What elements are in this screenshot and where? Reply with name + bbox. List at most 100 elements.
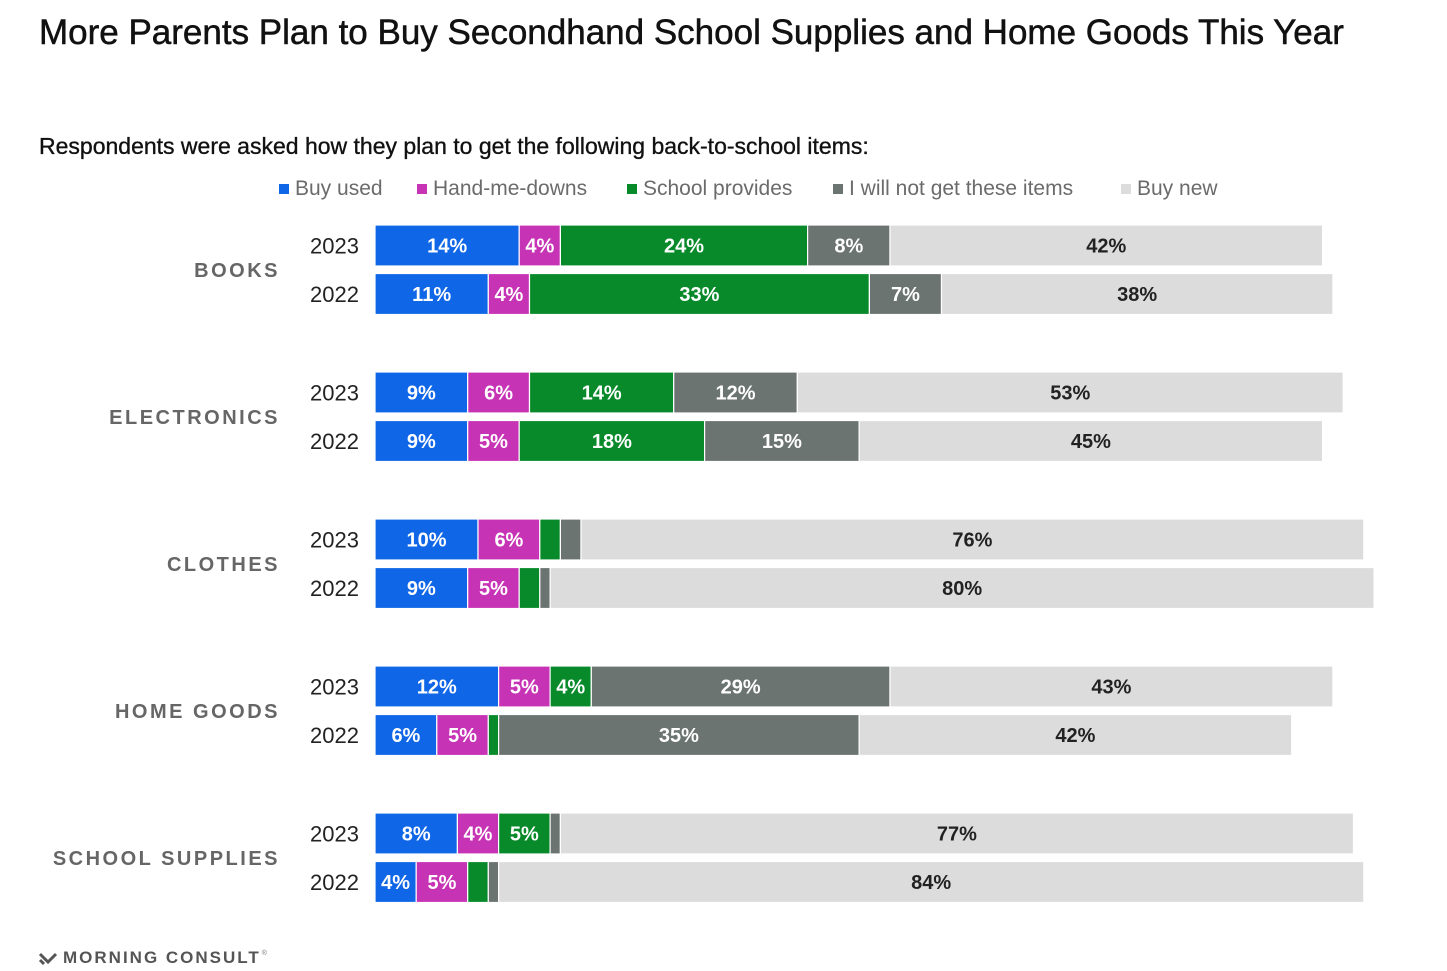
bar-segment-electronics-2022-buy-new bbox=[858, 419, 1324, 463]
data-label-books-2023-school-provides: 24% bbox=[664, 236, 704, 258]
bar-segment-electronics-2023-i-will-not-get-these-items bbox=[673, 371, 798, 414]
data-label-books-2023-i-will-not-get-these-items: 8% bbox=[834, 236, 863, 258]
data-label-home-goods-2022-hand-me-downs: 5% bbox=[448, 725, 477, 747]
bar-segment-home-goods-2022-buy-used bbox=[374, 713, 438, 757]
legend-swatch-buy-used bbox=[279, 184, 289, 194]
legend-swatch-hand-me-downs bbox=[417, 184, 427, 194]
data-label-home-goods-2023-school-provides: 4% bbox=[556, 677, 585, 699]
legend-swatch-buy-new bbox=[1121, 184, 1131, 194]
legend-item-hand-me-downs: Hand-me-downs bbox=[417, 177, 587, 201]
data-label-school-supplies-2022-buy-new: 84% bbox=[911, 872, 951, 894]
data-label-electronics-2023-hand-me-downs: 6% bbox=[484, 383, 513, 405]
year-label-electronics-2022: 2022 bbox=[310, 429, 359, 454]
data-label-electronics-2022-buy-used: 9% bbox=[407, 431, 436, 453]
legend-label-hand-me-downs: Hand-me-downs bbox=[433, 177, 588, 200]
year-label-school-supplies-2022: 2022 bbox=[310, 870, 359, 895]
footer-brand-text: MORNING CONSULT bbox=[63, 948, 261, 967]
year-label-home-goods-2023: 2023 bbox=[310, 675, 359, 700]
bar-segment-electronics-2023-buy-used bbox=[374, 371, 469, 414]
footer-brand: MORNING CONSULT ® bbox=[38, 945, 267, 971]
bar-segment-school-supplies-2022-i-will-not-get-these-items bbox=[487, 860, 500, 904]
data-label-clothes-2022-buy-used: 9% bbox=[407, 578, 436, 600]
bar-segment-school-supplies-2022-buy-new bbox=[498, 860, 1365, 904]
bar-segment-home-goods-2023-buy-used bbox=[374, 665, 500, 708]
year-label-books-2022: 2022 bbox=[310, 282, 359, 307]
bar-segment-clothes-2023-buy-used bbox=[374, 518, 479, 561]
bar-segment-school-supplies-2022-hand-me-downs bbox=[415, 860, 469, 904]
bar-segment-clothes-2022-school-provides bbox=[518, 566, 541, 610]
bar-segment-electronics-2022-i-will-not-get-these-items bbox=[703, 419, 860, 463]
legend-label-school-provides: School provides bbox=[643, 177, 793, 200]
legend-item-will-not-get: I will not get these items bbox=[833, 177, 1073, 201]
year-label-clothes-2023: 2023 bbox=[310, 528, 359, 553]
legend-item-school-provides: School provides bbox=[627, 177, 792, 201]
chart-subtitle: Respondents were asked how they plan to … bbox=[39, 133, 869, 159]
data-label-clothes-2023-buy-new: 76% bbox=[952, 530, 992, 552]
legend-swatch-will-not-get bbox=[833, 184, 843, 194]
data-label-school-supplies-2022-hand-me-downs: 5% bbox=[427, 872, 456, 894]
bar-segment-clothes-2022-i-will-not-get-these-items bbox=[539, 566, 551, 610]
year-label-electronics-2023: 2023 bbox=[310, 381, 359, 406]
bar-segment-school-supplies-2023-buy-used bbox=[374, 812, 459, 855]
bar-segment-electronics-2023-hand-me-downs bbox=[467, 371, 531, 414]
bar-segment-books-2022-hand-me-downs bbox=[487, 272, 531, 316]
data-label-home-goods-2023-i-will-not-get-these-items: 29% bbox=[721, 677, 761, 699]
data-label-electronics-2022-school-provides: 18% bbox=[592, 431, 632, 453]
bar-segment-books-2023-buy-used bbox=[374, 224, 520, 267]
data-label-home-goods-2022-i-will-not-get-these-items: 35% bbox=[659, 725, 699, 747]
data-label-books-2022-buy-used: 11% bbox=[412, 284, 451, 306]
data-label-home-goods-2023-hand-me-downs: 5% bbox=[510, 677, 539, 699]
data-label-electronics-2022-hand-me-downs: 5% bbox=[479, 431, 508, 453]
category-label-electronics: ELECTRONICS bbox=[109, 407, 280, 429]
bar-segment-school-supplies-2023-i-will-not-get-these-items bbox=[549, 812, 561, 855]
legend-swatch-school-provides bbox=[627, 184, 637, 194]
data-label-clothes-2023-hand-me-downs: 6% bbox=[494, 530, 523, 552]
bar-segment-books-2022-buy-used bbox=[374, 272, 489, 316]
footer-trademark: ® bbox=[261, 949, 267, 957]
bar-segment-books-2022-i-will-not-get-these-items bbox=[868, 272, 943, 316]
data-label-books-2022-school-provides: 33% bbox=[679, 284, 719, 306]
bar-segment-home-goods-2023-hand-me-downs bbox=[498, 665, 551, 708]
legend-label-buy-used: Buy used bbox=[295, 177, 383, 200]
data-label-clothes-2022-hand-me-downs: 5% bbox=[479, 578, 508, 600]
data-label-electronics-2023-buy-new: 53% bbox=[1050, 383, 1090, 405]
data-label-home-goods-2022-buy-used: 6% bbox=[391, 725, 420, 747]
bar-segment-books-2023-school-provides bbox=[559, 224, 809, 267]
category-label-school-supplies: SCHOOL SUPPLIES bbox=[53, 848, 280, 870]
category-label-clothes: CLOTHES bbox=[167, 554, 280, 576]
bar-segment-clothes-2023-buy-new bbox=[580, 518, 1365, 561]
bar-segment-school-supplies-2022-school-provides bbox=[467, 860, 489, 904]
chart-title: More Parents Plan to Buy Secondhand Scho… bbox=[39, 13, 1344, 53]
category-label-books: BOOKS bbox=[194, 260, 280, 282]
bar-segment-clothes-2023-i-will-not-get-these-items bbox=[559, 518, 582, 561]
data-label-school-supplies-2023-buy-used: 8% bbox=[402, 824, 431, 846]
data-label-books-2023-buy-new: 42% bbox=[1086, 236, 1126, 258]
bar-segment-school-supplies-2023-school-provides bbox=[498, 812, 551, 855]
bar-segment-home-goods-2022-buy-new bbox=[858, 713, 1293, 757]
data-label-books-2023-buy-used: 14% bbox=[427, 236, 467, 258]
bar-segment-school-supplies-2023-buy-new bbox=[559, 812, 1355, 855]
bar-segment-home-goods-2022-school-provides bbox=[487, 713, 500, 757]
year-label-home-goods-2022: 2022 bbox=[310, 723, 359, 748]
data-label-school-supplies-2023-school-provides: 5% bbox=[510, 824, 539, 846]
data-label-clothes-2022-buy-new: 80% bbox=[942, 578, 982, 600]
legend: Buy used Hand-me-downs School provides I… bbox=[0, 177, 1447, 205]
legend-label-buy-new: Buy new bbox=[1137, 177, 1218, 200]
bar-segment-clothes-2023-school-provides bbox=[539, 518, 561, 561]
bar-segment-electronics-2022-school-provides bbox=[518, 419, 706, 463]
bar-segment-school-supplies-2022-buy-used bbox=[374, 860, 417, 904]
data-label-electronics-2022-i-will-not-get-these-items: 15% bbox=[762, 431, 802, 453]
data-label-school-supplies-2023-hand-me-downs: 4% bbox=[464, 824, 493, 846]
data-label-books-2023-hand-me-downs: 4% bbox=[525, 236, 554, 258]
data-label-school-supplies-2023-buy-new: 77% bbox=[937, 824, 977, 846]
bar-segment-home-goods-2023-i-will-not-get-these-items bbox=[590, 665, 891, 708]
bar-segment-electronics-2023-school-provides bbox=[528, 371, 675, 414]
year-label-books-2023: 2023 bbox=[310, 234, 359, 259]
bar-segment-books-2023-buy-new bbox=[889, 224, 1324, 267]
bar-segment-books-2022-buy-new bbox=[940, 272, 1334, 316]
bar-segment-electronics-2022-buy-used bbox=[374, 419, 469, 463]
data-label-electronics-2022-buy-new: 45% bbox=[1071, 431, 1111, 453]
data-label-electronics-2023-i-will-not-get-these-items: 12% bbox=[715, 383, 755, 405]
category-label-home-goods: HOME GOODS bbox=[115, 701, 280, 723]
